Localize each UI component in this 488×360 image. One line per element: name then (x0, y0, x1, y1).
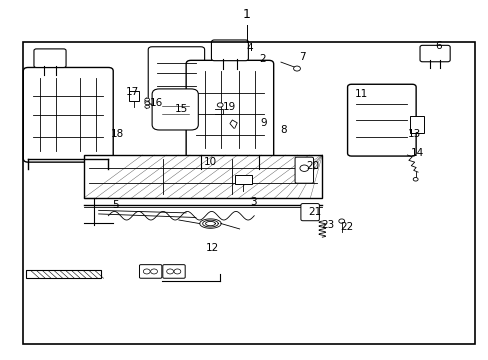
Text: 15: 15 (174, 104, 187, 113)
Text: 14: 14 (409, 148, 423, 158)
Text: 3: 3 (249, 197, 256, 207)
Circle shape (166, 269, 173, 274)
FancyBboxPatch shape (347, 84, 415, 156)
FancyBboxPatch shape (186, 60, 273, 158)
Text: 2: 2 (259, 54, 266, 64)
Text: 9: 9 (260, 118, 267, 128)
Circle shape (412, 177, 417, 181)
Text: 21: 21 (308, 207, 321, 217)
Circle shape (174, 269, 181, 274)
Circle shape (299, 165, 308, 171)
Ellipse shape (144, 98, 149, 101)
Text: 18: 18 (110, 129, 123, 139)
FancyBboxPatch shape (419, 45, 449, 62)
FancyBboxPatch shape (139, 265, 162, 278)
Ellipse shape (144, 105, 149, 108)
Text: 22: 22 (339, 222, 352, 232)
Text: 12: 12 (206, 243, 219, 253)
Text: 5: 5 (112, 200, 119, 210)
Bar (234, 175, 251, 184)
Text: 19: 19 (222, 102, 235, 112)
FancyBboxPatch shape (23, 67, 113, 162)
FancyBboxPatch shape (148, 47, 204, 104)
Bar (409, 116, 424, 134)
Text: 20: 20 (305, 161, 319, 171)
Text: 10: 10 (203, 157, 217, 167)
FancyBboxPatch shape (34, 49, 66, 67)
Text: 1: 1 (243, 8, 250, 21)
Text: 13: 13 (407, 129, 421, 139)
Text: 23: 23 (321, 220, 334, 230)
Circle shape (217, 103, 223, 107)
Text: 6: 6 (435, 41, 442, 51)
FancyBboxPatch shape (211, 40, 248, 61)
FancyBboxPatch shape (163, 265, 185, 278)
FancyBboxPatch shape (152, 89, 198, 130)
Text: 7: 7 (299, 52, 305, 62)
Circle shape (293, 66, 300, 71)
Bar (129, 91, 139, 102)
Bar (26, 270, 101, 278)
FancyBboxPatch shape (294, 157, 313, 183)
Circle shape (338, 219, 344, 223)
Text: 16: 16 (149, 98, 163, 108)
Ellipse shape (144, 102, 149, 105)
Text: 17: 17 (126, 87, 139, 98)
FancyBboxPatch shape (300, 203, 319, 221)
Circle shape (143, 269, 150, 274)
Bar (23, 42, 474, 344)
Text: 11: 11 (354, 89, 367, 99)
Text: 4: 4 (245, 43, 252, 53)
Text: 8: 8 (280, 125, 286, 135)
Circle shape (150, 269, 157, 274)
Bar (84, 155, 322, 198)
